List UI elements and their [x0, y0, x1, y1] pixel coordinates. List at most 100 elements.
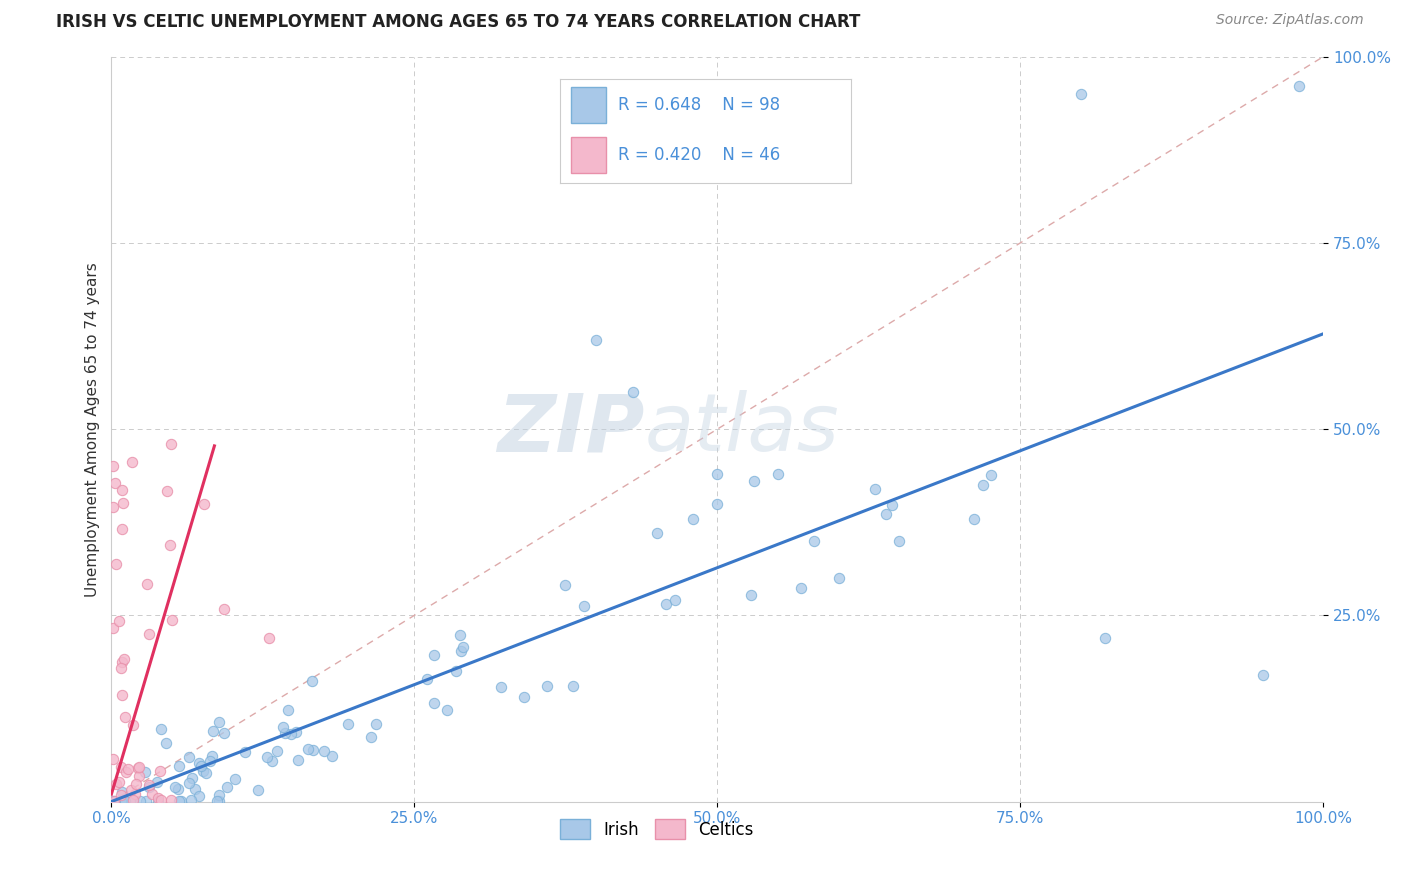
Point — [163, 780, 186, 795]
Point — [110, 661, 132, 675]
Point — [180, 793, 202, 807]
Point — [972, 478, 994, 492]
Point — [790, 581, 813, 595]
Point — [104, 777, 127, 791]
Point — [110, 794, 132, 808]
Point — [155, 735, 177, 749]
Point — [285, 725, 308, 739]
Point — [337, 717, 360, 731]
Point — [364, 716, 387, 731]
Point — [198, 754, 221, 768]
Point — [117, 762, 139, 776]
Point — [1288, 79, 1310, 94]
Point — [450, 644, 472, 658]
Point — [256, 749, 278, 764]
Text: ZIP: ZIP — [498, 390, 644, 468]
Point — [135, 794, 157, 808]
Point — [321, 749, 343, 764]
Point — [645, 526, 668, 541]
Point — [101, 752, 124, 766]
Point — [101, 621, 124, 635]
Point — [181, 771, 204, 785]
Point — [104, 475, 127, 490]
Point — [887, 533, 910, 548]
Point — [108, 775, 131, 789]
Point — [112, 496, 135, 510]
Point — [120, 782, 142, 797]
Point — [1251, 668, 1274, 682]
Point — [301, 673, 323, 688]
Point — [875, 507, 897, 521]
Point — [215, 780, 238, 795]
Point — [124, 787, 146, 801]
Point — [160, 792, 183, 806]
Point — [166, 782, 188, 797]
Point — [706, 467, 728, 481]
Point — [257, 631, 280, 645]
Point — [193, 497, 215, 511]
Point — [766, 467, 789, 481]
Text: atlas: atlas — [644, 390, 839, 468]
Point — [128, 759, 150, 773]
Point — [101, 794, 124, 808]
Point — [453, 640, 475, 654]
Point — [114, 709, 136, 723]
Point — [655, 598, 678, 612]
Point — [111, 792, 134, 806]
Point — [127, 761, 149, 775]
Point — [148, 764, 170, 778]
Point — [360, 731, 382, 745]
Point — [489, 680, 512, 694]
Point — [277, 703, 299, 717]
Point — [160, 613, 183, 627]
Point — [167, 759, 190, 773]
Point — [190, 759, 212, 773]
Point — [194, 766, 217, 780]
Point — [266, 744, 288, 758]
Point — [191, 764, 214, 778]
Point — [205, 794, 228, 808]
Point — [188, 756, 211, 770]
Point — [513, 690, 536, 704]
Point — [224, 772, 246, 786]
Point — [682, 511, 704, 525]
Point — [110, 760, 132, 774]
Point — [121, 794, 143, 808]
Point — [112, 652, 135, 666]
Point — [1094, 631, 1116, 645]
Point — [111, 522, 134, 536]
Point — [177, 750, 200, 764]
Point — [416, 672, 439, 686]
Point — [138, 778, 160, 792]
Point — [423, 648, 446, 663]
Point — [302, 743, 325, 757]
Point — [201, 723, 224, 738]
Y-axis label: Unemployment Among Ages 65 to 74 years: Unemployment Among Ages 65 to 74 years — [86, 261, 100, 597]
Point — [134, 764, 156, 779]
Point — [233, 745, 256, 759]
Point — [135, 576, 157, 591]
Point — [141, 787, 163, 801]
Point — [554, 578, 576, 592]
Point — [111, 656, 134, 670]
Point — [184, 781, 207, 796]
Point — [111, 785, 134, 799]
Point — [111, 688, 134, 702]
Point — [148, 794, 170, 808]
Point — [170, 794, 193, 808]
Point — [449, 628, 471, 642]
Point — [201, 749, 224, 764]
Point — [159, 538, 181, 552]
Point — [423, 696, 446, 710]
Point — [149, 723, 172, 737]
Point — [803, 533, 825, 548]
Point — [167, 794, 190, 808]
Point — [115, 765, 138, 780]
Point — [101, 500, 124, 515]
Point — [160, 437, 183, 451]
Point — [146, 775, 169, 789]
Point — [148, 790, 170, 805]
Point — [104, 794, 127, 808]
Point — [101, 459, 124, 474]
Point — [740, 588, 762, 602]
